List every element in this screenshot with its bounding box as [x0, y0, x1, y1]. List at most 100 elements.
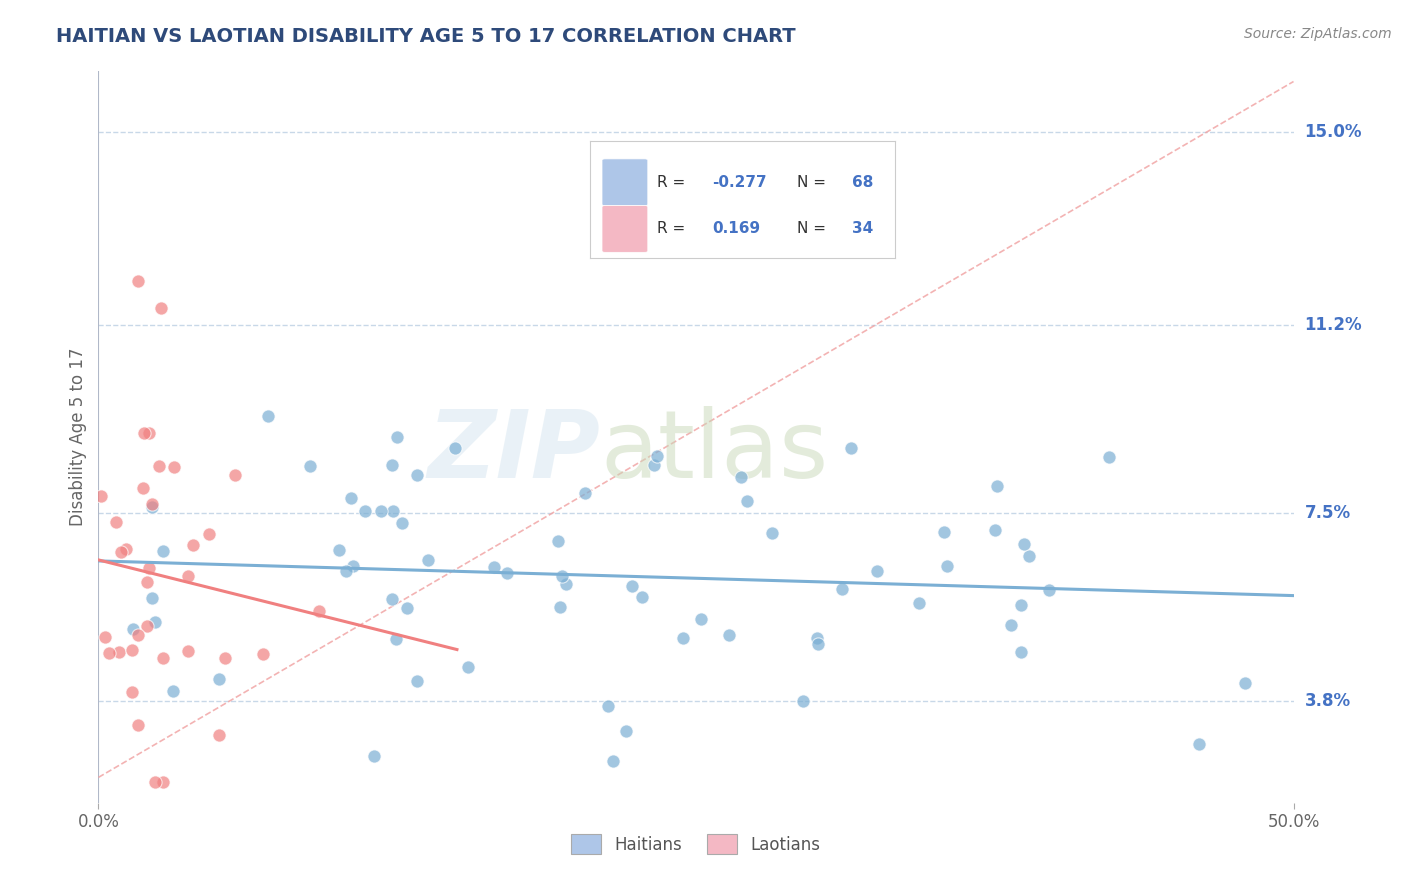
Point [252, 648, 274, 662]
Point [148, 459, 170, 474]
Point [385, 632, 408, 646]
Point [484, 560, 506, 574]
Text: R =: R = [657, 175, 690, 190]
Point [645, 449, 668, 463]
Point [308, 604, 330, 618]
Point [457, 660, 479, 674]
Text: 34: 34 [852, 221, 873, 236]
Point [381, 458, 404, 472]
Point [730, 469, 752, 483]
Point [152, 651, 174, 665]
Point [735, 493, 758, 508]
Point [110, 544, 132, 558]
Point [132, 482, 155, 496]
Point [381, 504, 404, 518]
Point [354, 504, 377, 518]
Point [548, 600, 571, 615]
Point [1188, 737, 1211, 751]
Point [406, 673, 429, 688]
Point [630, 591, 652, 605]
Point [596, 698, 619, 713]
Point [208, 673, 231, 687]
Point [792, 694, 814, 708]
Point [141, 591, 163, 605]
Point [183, 538, 205, 552]
Point [342, 559, 364, 574]
Legend: Haitians, Laotians: Haitians, Laotians [565, 828, 827, 860]
Point [143, 775, 166, 789]
Point [214, 651, 236, 665]
Text: 11.2%: 11.2% [1305, 317, 1362, 334]
Point [391, 516, 413, 530]
Point [257, 409, 280, 423]
Text: 68: 68 [852, 175, 873, 190]
Point [839, 441, 862, 455]
Point [690, 612, 713, 626]
Point [141, 497, 163, 511]
Point [90, 489, 112, 503]
Point [135, 619, 157, 633]
Point [121, 622, 143, 636]
Point [127, 718, 149, 732]
Y-axis label: Disability Age 5 to 17: Disability Age 5 to 17 [69, 348, 87, 526]
Point [152, 775, 174, 789]
Point [198, 526, 221, 541]
Text: 0.169: 0.169 [711, 221, 761, 236]
Point [621, 579, 644, 593]
Point [444, 441, 467, 455]
Point [495, 566, 517, 580]
Point [98, 646, 121, 660]
Text: -0.277: -0.277 [711, 175, 766, 190]
Text: 7.5%: 7.5% [1305, 504, 1351, 523]
Point [1098, 450, 1121, 464]
Point [831, 582, 853, 597]
Point [602, 754, 624, 768]
Point [121, 642, 143, 657]
Point [176, 569, 198, 583]
Point [208, 728, 231, 742]
Text: N =: N = [797, 175, 831, 190]
Point [163, 459, 186, 474]
Point [1010, 645, 1032, 659]
Point [418, 553, 440, 567]
Point [138, 560, 160, 574]
Point [1038, 583, 1060, 598]
Point [671, 632, 693, 646]
Point [138, 425, 160, 440]
Point [551, 569, 574, 583]
Point [574, 485, 596, 500]
Point [108, 645, 131, 659]
Point [370, 504, 392, 518]
Point [121, 684, 143, 698]
Point [807, 637, 830, 651]
Point [396, 601, 419, 615]
Point [298, 458, 321, 473]
Point [143, 615, 166, 629]
Point [385, 430, 408, 444]
Point [936, 558, 959, 573]
Point [547, 533, 569, 548]
Point [1000, 618, 1022, 632]
Point [135, 574, 157, 589]
Point [224, 468, 246, 483]
Point [983, 524, 1005, 538]
Point [114, 542, 136, 557]
Point [152, 544, 174, 558]
Point [335, 564, 357, 578]
Point [761, 525, 783, 540]
Point [328, 542, 350, 557]
FancyBboxPatch shape [602, 159, 648, 205]
Point [1012, 537, 1035, 551]
Point [405, 468, 427, 483]
Point [614, 724, 637, 739]
Text: R =: R = [657, 221, 690, 236]
Text: Source: ZipAtlas.com: Source: ZipAtlas.com [1244, 27, 1392, 41]
Point [554, 576, 576, 591]
Point [127, 628, 149, 642]
Point [865, 564, 887, 578]
Point [94, 630, 117, 644]
Point [1010, 599, 1032, 613]
Point [132, 425, 155, 440]
Point [177, 643, 200, 657]
Point [149, 301, 172, 316]
